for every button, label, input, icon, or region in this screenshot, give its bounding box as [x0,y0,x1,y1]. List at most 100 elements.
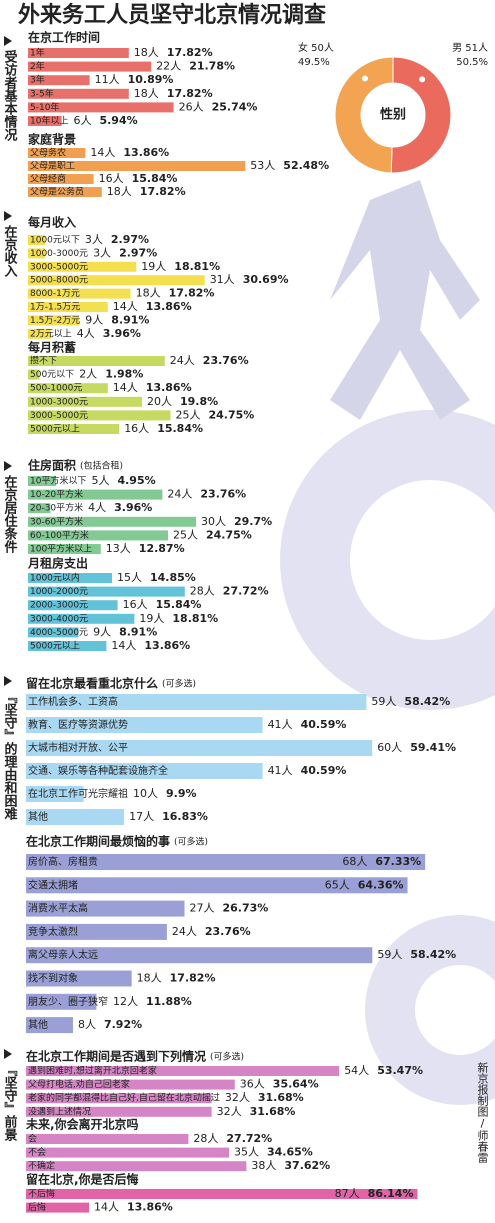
category-label: 老家的同学都混得比自己好,自己留在北京动摇过 [28,1092,220,1104]
percent-label: 9.9% [166,787,197,800]
chart-title: 住房面积 [28,458,76,473]
bar [28,476,56,486]
category-label: 父母是公务员 [30,186,84,198]
category-label: 交通太拥堵 [28,878,78,891]
value-label: 8人 [78,1018,96,1031]
pie-title: 性别 [380,107,406,123]
bar [28,288,131,299]
percent-label: 5.94% [99,114,137,127]
value-label: 10人 [133,787,158,800]
value-label: 11人 [95,73,120,86]
category-label: 1000元以内 [30,572,80,584]
percent-label: 27.72% [226,1132,272,1145]
category-label: 2万元以上 [30,328,72,339]
percent-label: 23.76% [203,354,249,367]
category-label: 2年 [30,60,45,72]
percent-label: 10.89% [128,73,174,86]
value-label: 25人 [176,408,201,421]
value-label: 14人 [94,1201,119,1214]
value-label: 18人 [137,972,162,985]
bar [28,369,40,380]
runner-silhouette [330,180,480,420]
page-title: 外来务工人员坚守北京情况调查 [18,2,326,28]
chart-title: 在北京工作期间最烦恼的事 [26,834,170,849]
value-label: 27人 [189,902,214,915]
value-label: 16人 [124,422,149,435]
percent-label: 35.64% [273,1078,319,1091]
bar [26,877,408,894]
bar [28,248,46,259]
value-label: 22人 [156,60,181,73]
percent-label: 31.68% [250,1105,296,1118]
category-label: 其他 [28,1018,48,1031]
value-label: 3人 [85,233,103,246]
percent-label: 40.59% [301,718,347,731]
pie-marker [419,76,426,83]
category-label: 1万-1.5万元 [30,303,80,313]
percent-label: 37.62% [284,1159,330,1172]
bar [28,174,94,184]
bar [28,424,120,434]
bar [26,993,97,1010]
percent-label: 17.82% [140,185,186,198]
bar [28,116,62,126]
percent-label: 52.48% [283,159,329,172]
percent-label: 25.74% [212,100,258,113]
category-label: 60-100平方米 [30,529,89,541]
category-label: 5000-8000元 [30,276,88,286]
value-label: 25人 [173,528,198,541]
value-label: 59人 [377,948,402,961]
value-label: 31人 [210,273,235,286]
value-label: 41人 [268,764,293,777]
value-label: 14人 [111,639,136,652]
percent-label: 1.98% [105,368,143,381]
category-label: 5-10年 [30,101,59,113]
bar [28,627,79,638]
section-label: 『坚守』的理由和困难 [2,690,19,821]
bar [28,275,205,286]
bar [26,1189,418,1199]
chart-title: 每月积蓄 [28,340,76,355]
category-label: 父母打电话,劝自己回老家 [28,1078,130,1090]
value-label: 2人 [79,368,97,381]
percent-label: 23.76% [205,925,251,938]
percent-label: 23.76% [200,488,246,501]
percent-label: 17.82% [169,287,215,300]
value-label: 18人 [107,185,132,198]
percent-label: 67.33% [375,855,421,868]
category-label: 不会 [28,1146,46,1158]
category-label: 5000元以上 [30,641,80,652]
category-label: 10平方米以下 [30,475,86,487]
category-label: 父母经商 [30,173,66,185]
percent-label: 13.86% [123,146,169,159]
bar [28,586,185,597]
category-label: 1000元以下 [30,236,80,246]
value-label: 87人 [335,1187,360,1200]
value-label: 24人 [167,488,192,501]
bar [28,187,102,197]
bar [28,102,174,113]
arrow [4,36,12,46]
percent-label: 3.96% [103,327,141,340]
percent-label: 27.72% [223,585,269,598]
bar [28,48,129,58]
category-label: 1.5万-2万元 [30,316,80,326]
category-label: 8000-1万元 [30,289,80,299]
percent-label: 34.65% [267,1146,313,1159]
pie-slice [390,56,452,174]
bar [26,717,263,733]
value-label: 24人 [170,354,195,367]
bar [28,516,196,527]
pie-center [362,84,424,146]
bar [26,900,185,917]
bar [28,410,171,421]
category-label: 1000-2000元 [30,587,88,597]
category-label: 500-1000元 [30,384,82,394]
value-label: 38人 [251,1159,276,1172]
percent-label: 2.97% [119,246,157,259]
bar [28,161,246,171]
pie-marker [361,75,368,82]
bar [28,302,108,312]
chart-note: (可多选) [162,678,196,690]
